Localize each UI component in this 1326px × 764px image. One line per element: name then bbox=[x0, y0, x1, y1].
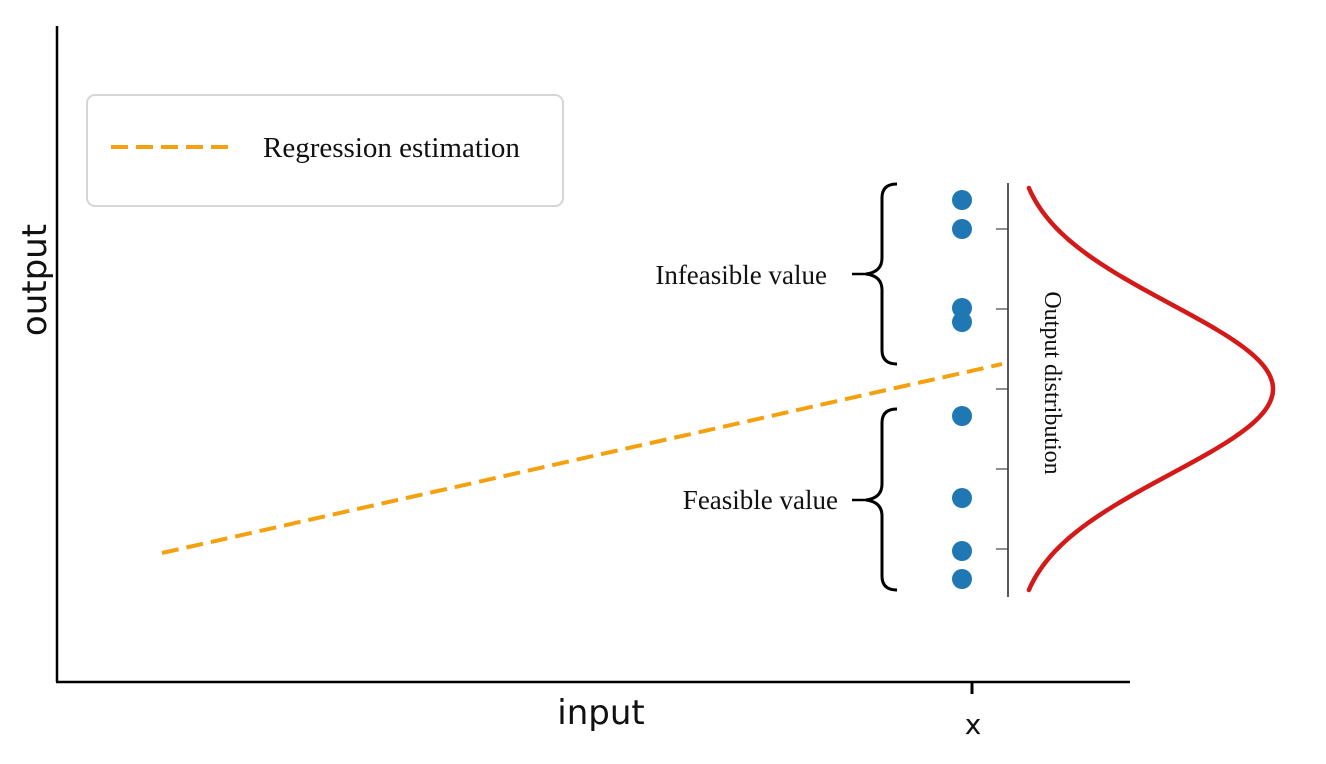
distribution-label: Output distribution bbox=[1039, 291, 1065, 474]
legend-box bbox=[86, 94, 564, 207]
feasible-brace: Feasible value bbox=[683, 407, 898, 592]
distribution-axis bbox=[996, 183, 1009, 597]
sample-points bbox=[952, 190, 972, 589]
infeasible-brace: Infeasible value bbox=[655, 182, 898, 366]
sample-point bbox=[952, 488, 972, 508]
sample-point bbox=[952, 298, 972, 318]
sample-point bbox=[952, 190, 972, 210]
brace-icon bbox=[865, 407, 898, 592]
brace-icon bbox=[865, 182, 898, 366]
sample-point bbox=[952, 312, 972, 332]
sample-point bbox=[952, 406, 972, 426]
y-axis-label: output bbox=[15, 224, 55, 336]
regression-line bbox=[161, 362, 1003, 555]
sample-point bbox=[952, 569, 972, 589]
distribution-curve bbox=[1026, 185, 1276, 593]
infeasible-label: Infeasible value bbox=[655, 260, 827, 290]
sample-point bbox=[952, 541, 972, 561]
feasible-label: Feasible value bbox=[683, 485, 838, 515]
x-axis-label: input bbox=[557, 693, 644, 733]
x-tick-label: x bbox=[965, 708, 982, 741]
legend-label-regression: Regression estimation bbox=[263, 132, 520, 164]
legend: Regression estimation bbox=[86, 94, 564, 207]
sample-point bbox=[952, 219, 972, 239]
